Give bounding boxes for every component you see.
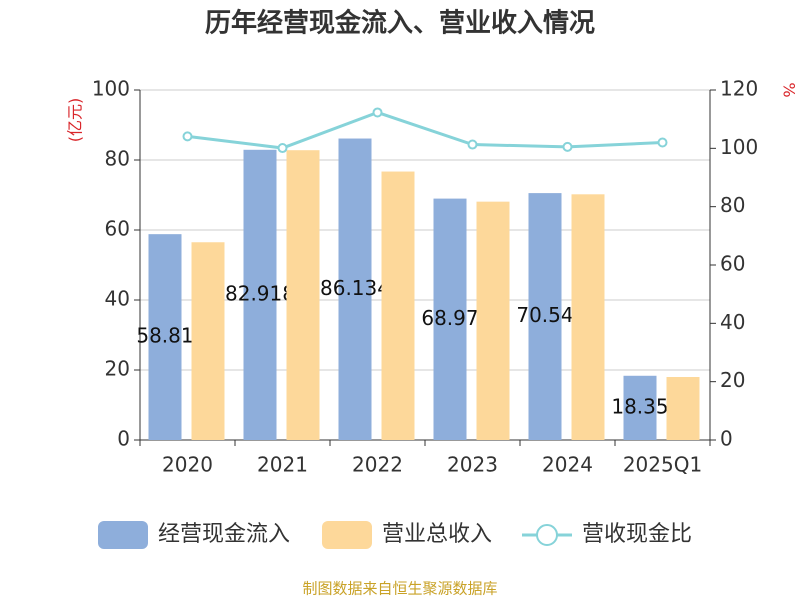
bar: [148, 234, 182, 440]
y2-tick-label: 100: [720, 135, 758, 159]
line: [187, 110, 663, 150]
y-tick-label: 20: [105, 357, 130, 381]
x-tick-label: 2022: [352, 453, 403, 477]
bar: [286, 150, 320, 440]
legend-label: 经营现金流入: [158, 522, 290, 547]
data-label: 82.918: [225, 281, 295, 305]
y2-tick-label: 120: [720, 77, 758, 101]
y-axis-label: (亿元): [66, 98, 85, 143]
data-label: 70.54: [516, 303, 573, 327]
line-point: [182, 131, 193, 142]
y2-tick-label: 60: [720, 252, 745, 276]
bar: [528, 193, 562, 440]
legend-swatch: [98, 521, 148, 549]
bar: [666, 377, 700, 440]
y2-tick-label: 0: [720, 427, 733, 451]
data-label: 18.35: [611, 394, 668, 418]
bar: [381, 171, 415, 441]
y2-tick-label: 40: [720, 310, 745, 334]
line-point: [372, 107, 383, 118]
legend-swatch: [322, 521, 372, 549]
y-tick-label: 60: [105, 217, 130, 241]
line-point: [277, 143, 288, 154]
bar: [433, 198, 467, 440]
line-point: [657, 137, 668, 148]
x-tick-label: 2020: [162, 453, 213, 477]
line-point: [562, 141, 573, 152]
y2-tick-label: 20: [720, 368, 745, 392]
y-tick-label: 100: [92, 77, 130, 101]
chart-title: 历年经营现金流入、营业收入情况: [205, 8, 595, 39]
x-tick-label: 2021: [257, 453, 308, 477]
bar: [338, 138, 372, 440]
legend-label: 营业总收入: [382, 522, 492, 547]
bar: [623, 375, 657, 440]
y2-axis-label: %: [780, 82, 799, 97]
line-point: [467, 139, 478, 150]
bar: [571, 194, 605, 440]
y-tick-label: 40: [105, 287, 130, 311]
footer: 制图数据来自恒生聚源数据库: [302, 580, 497, 598]
x-tick-label: 2025Q1: [623, 453, 702, 477]
bar: [191, 242, 225, 440]
bar: [243, 149, 277, 441]
legend-swatch: [536, 524, 558, 546]
x-tick-label: 2024: [542, 453, 593, 477]
data-label: 68.97: [421, 306, 478, 330]
y2-tick-label: 80: [720, 193, 745, 217]
data-label: 86.134: [320, 276, 390, 300]
y-tick-label: 80: [105, 147, 130, 171]
data-label: 58.81: [136, 324, 193, 348]
legend-label: 营收现金比: [582, 522, 692, 547]
bar: [476, 201, 510, 440]
x-tick-label: 2023: [447, 453, 498, 477]
y-tick-label: 0: [117, 427, 130, 451]
